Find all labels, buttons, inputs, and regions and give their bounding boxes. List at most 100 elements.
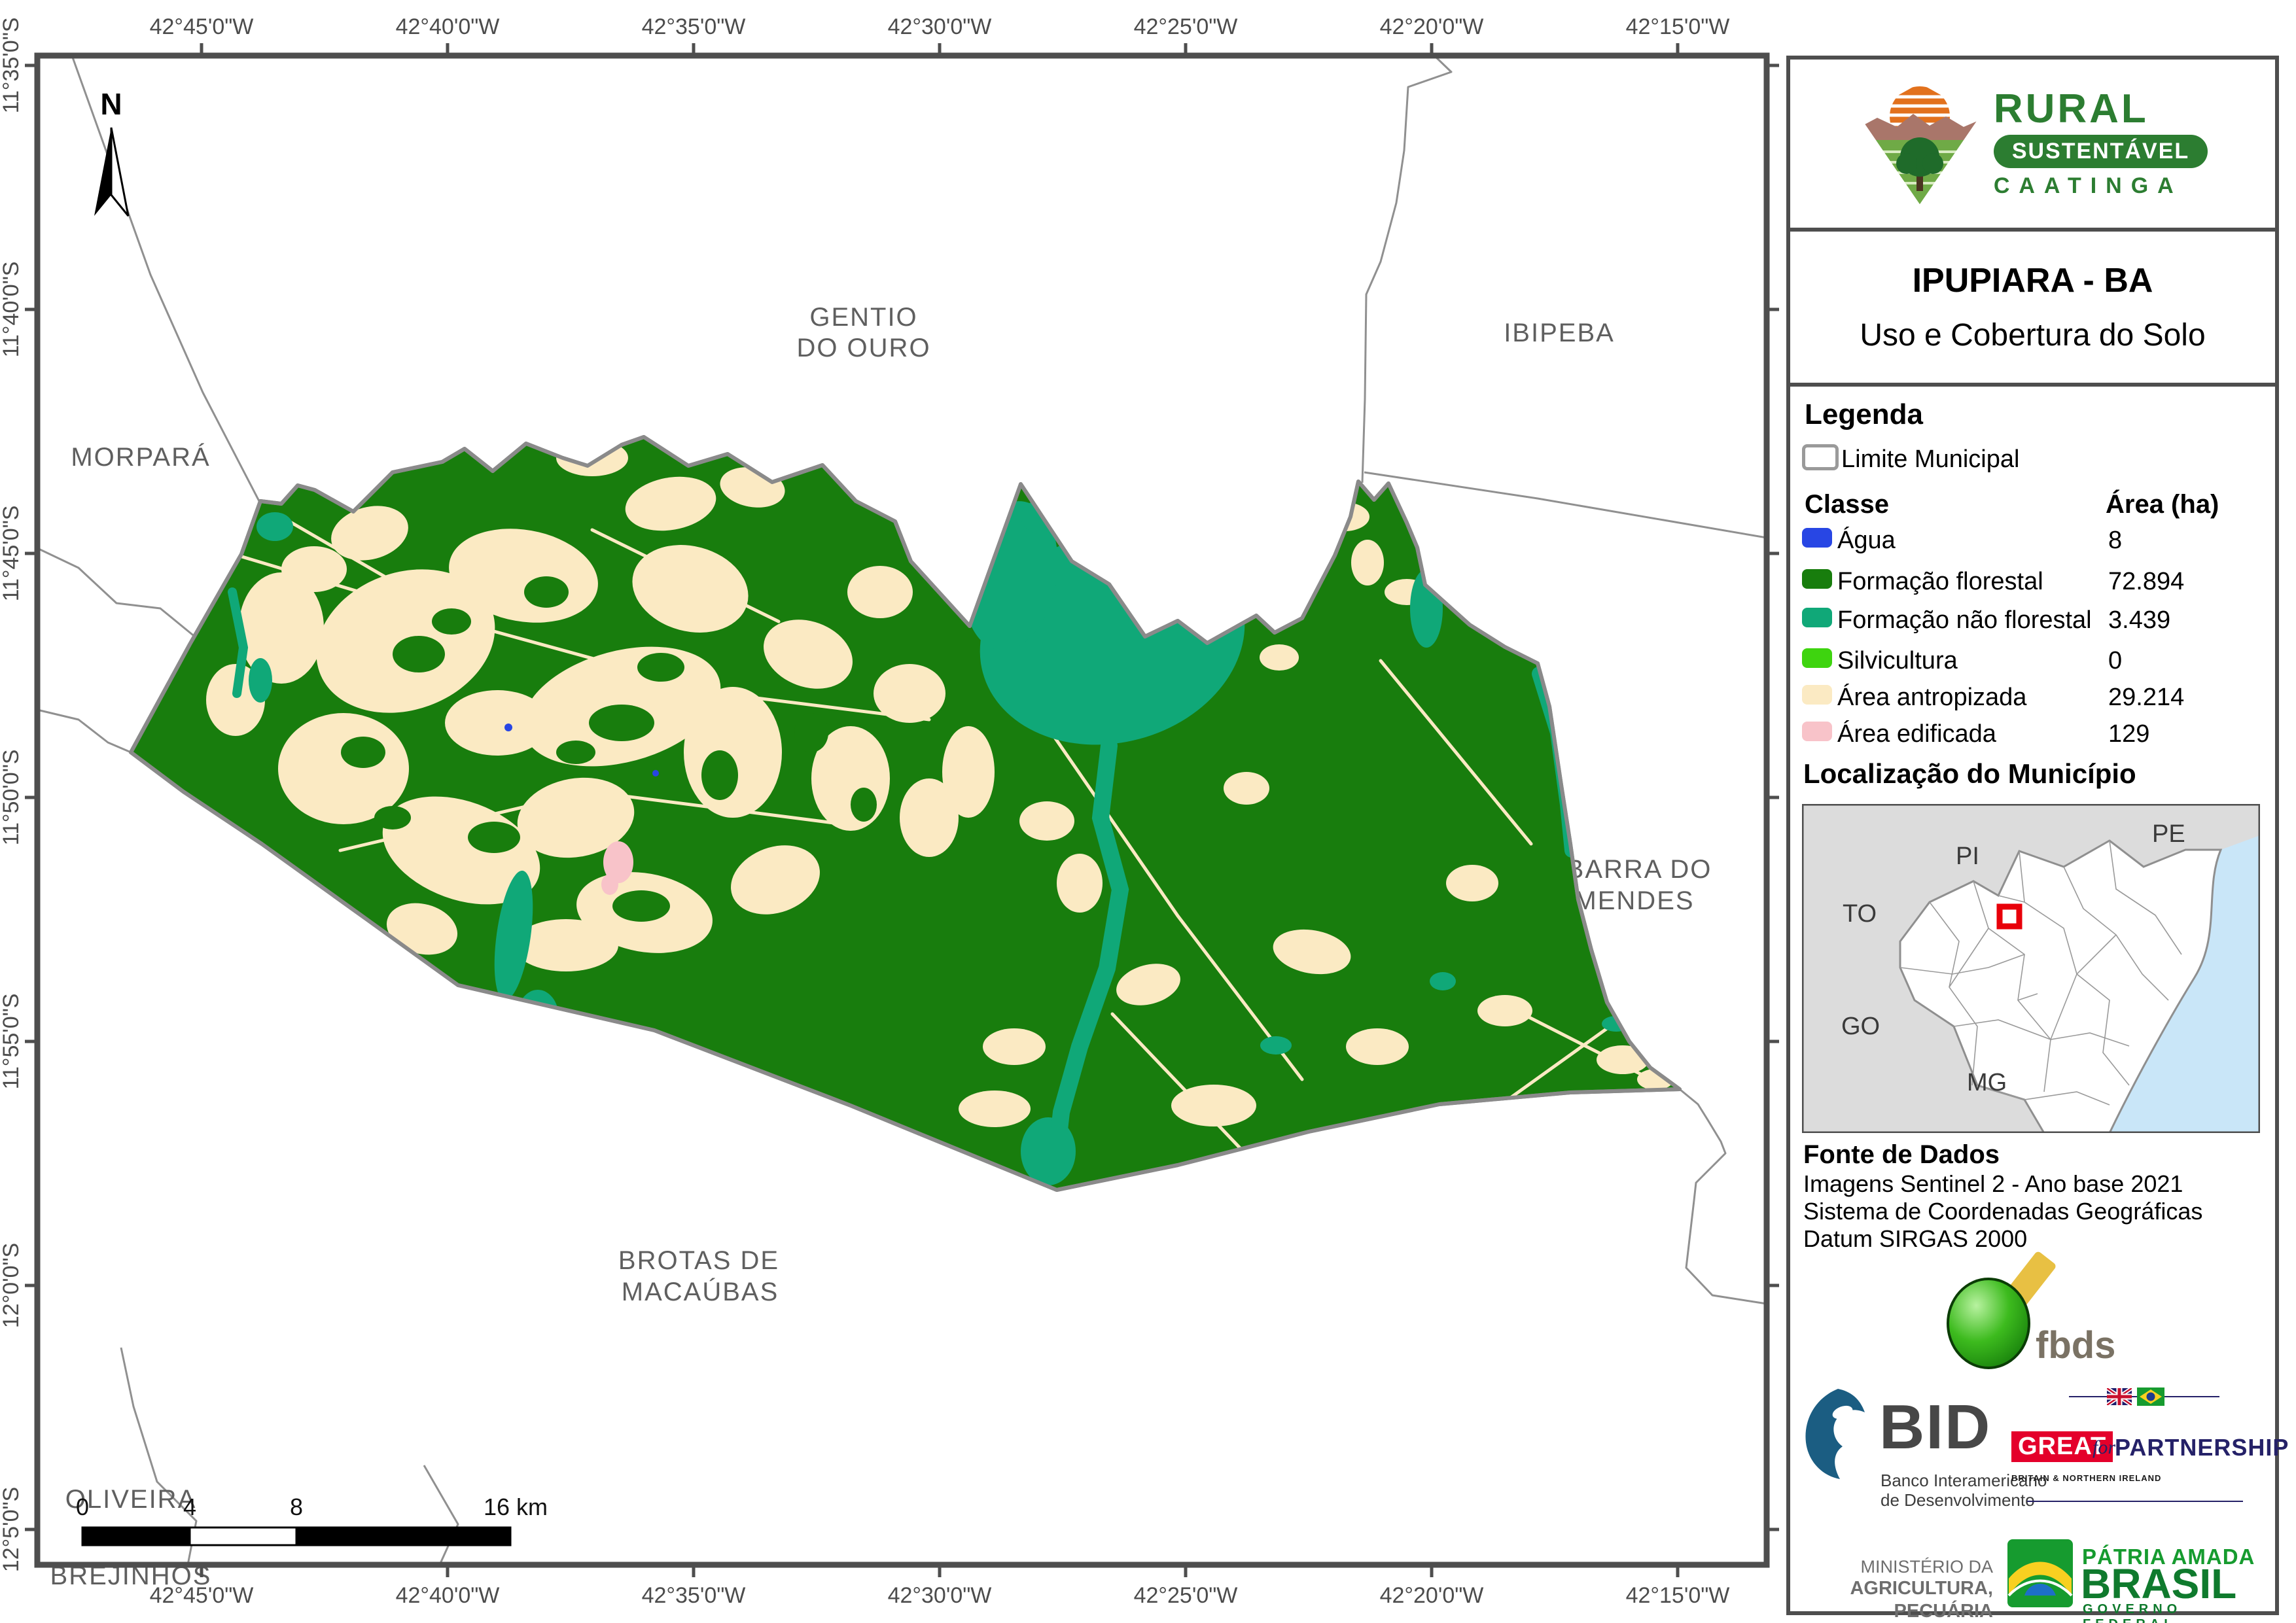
legend-swatch-silvicultura — [1802, 648, 1832, 668]
legend-area-silvicultura: 0 — [2108, 647, 2123, 674]
legend-swatch-edificada — [1802, 722, 1832, 741]
label-oliveira-1: OLIVEIRA — [65, 1485, 197, 1514]
municipality-ipupiara — [129, 435, 1682, 1192]
sidebar: RURAL SUSTENTÁVEL CAATINGA IPUPIARA - BA… — [1786, 56, 2288, 1623]
neighbor-labels: MORPARÁ GENTIO DO OURO IBIPEBA BARRA DO … — [50, 303, 1712, 1590]
lat-label: 11°55'0"S — [0, 994, 24, 1090]
map-canvas: MORPARÁ GENTIO DO OURO IBIPEBA BARRA DO … — [0, 14, 1779, 1608]
legend-label-antropizada: Área antropizada — [1837, 684, 2027, 711]
lat-label: 11°35'0"S — [0, 18, 24, 114]
ministerio-line-2: AGRICULTURA, PECUÁRIA — [1850, 1578, 1993, 1622]
title-box: IPUPIARA - BA Uso e Cobertura do Solo — [1786, 228, 2279, 387]
lon-axis-bottom: 42°45'0"W 42°40'0"W 42°35'0"W 42°30'0"W … — [150, 1565, 1730, 1608]
label-brotas-2: MACAÚBAS — [622, 1277, 779, 1306]
program-sustentavel: SUSTENTÁVEL — [1993, 134, 2208, 168]
legend-area-florestal: 72.894 — [2108, 568, 2185, 595]
fonte-line-1: Imagens Sentinel 2 - Ano base 2021 — [1803, 1170, 2183, 1197]
legend-heading: Legenda — [1805, 398, 1923, 430]
inset-ipupiara-marker — [1996, 903, 2022, 930]
legend-swatch-agua — [1802, 528, 1832, 548]
brazil-flag-icon — [2137, 1387, 2164, 1406]
great-partnership-logo: GREAT for PARTNERSHIP BRITAIN & NORTHERN… — [2006, 1387, 2288, 1509]
legend-col-area: Área (ha) — [2106, 490, 2219, 519]
legend-swatch-florestal — [1802, 569, 1832, 589]
lon-label: 42°30'0"W — [888, 14, 992, 39]
program-wordmark: RURAL SUSTENTÁVEL CAATINGA — [1993, 86, 2208, 199]
legend-label-nao-florestal: Formação não florestal — [1837, 606, 2092, 634]
inset-municipal-lines — [1899, 840, 2182, 1106]
legend-area-antropizada: 29.214 — [2108, 684, 2185, 711]
scale-8: 8 — [290, 1493, 303, 1520]
scale-bar: 0 4 8 16 km — [76, 1493, 548, 1546]
legend-col-classe: Classe — [1805, 490, 1889, 519]
label-gentio-2: DO OURO — [796, 334, 930, 362]
program-rural: RURAL — [1993, 86, 2149, 131]
location-heading: Localização do Município — [1803, 758, 2136, 789]
bid-acronym: BID — [1879, 1392, 1992, 1462]
bid-line-2: de Desenvolvimento — [1881, 1490, 2035, 1510]
ministerio-line-1: MINISTÉRIO DA — [1860, 1557, 1993, 1577]
lon-label: 42°15'0"W — [1626, 1583, 1730, 1608]
inset-state-pi: PI — [1956, 843, 1979, 870]
scale-0: 0 — [76, 1493, 89, 1520]
inset-state-mg: MG — [1967, 1069, 2007, 1096]
great-text: GREAT — [2011, 1431, 2113, 1462]
fbds-logo: fbds — [1947, 1251, 2115, 1369]
legend-area-nao-florestal: 3.439 — [2108, 606, 2171, 634]
lon-label: 42°20'0"W — [1380, 14, 1484, 39]
lon-axis-top: 42°45'0"W 42°40'0"W 42°35'0"W 42°30'0"W … — [150, 14, 1729, 56]
legend-label-limite: Limite Municipal — [1841, 445, 2020, 473]
inset-state-pe: PE — [2152, 820, 2185, 848]
legend-label-florestal: Formação florestal — [1837, 568, 2043, 595]
great-for-text: for — [2093, 1437, 2116, 1458]
brasil-text: BRASIL — [2081, 1560, 2237, 1607]
bid-line-1: Banco Interamericano — [1881, 1471, 2047, 1490]
label-brotas-1: BROTAS DE — [618, 1246, 779, 1275]
content-box: Legenda Limite Municipal Classe Área (ha… — [1786, 383, 2288, 1623]
label-barra-2: MENDES — [1574, 886, 1694, 915]
north-arrow: N — [94, 87, 130, 217]
map-frame: 42°45'0"W 42°40'0"W 42°35'0"W 42°30'0"W … — [0, 14, 1779, 1608]
lat-label: 12°5'0"S — [0, 1487, 24, 1572]
inset-state-go: GO — [1841, 1013, 1880, 1040]
lon-label: 42°40'0"W — [396, 14, 500, 39]
legend-swatch-nao-florestal — [1802, 608, 1832, 627]
lon-label: 42°45'0"W — [150, 14, 254, 39]
lat-label: 11°50'0"S — [0, 750, 24, 846]
lat-label: 11°45'0"S — [0, 506, 24, 602]
fonte-line-2: Sistema de Coordenadas Geográficas — [1803, 1198, 2203, 1225]
legend-swatch-limite — [1802, 444, 1839, 470]
north-label: N — [100, 87, 122, 121]
fbds-globe-icon — [1947, 1278, 2030, 1369]
brasil-gov-logo-icon — [2007, 1539, 2073, 1607]
lon-label: 42°20'0"W — [1380, 1583, 1484, 1608]
label-ibipeba: IBIPEBA — [1504, 319, 1615, 347]
label-gentio-1: GENTIO — [809, 303, 917, 332]
fonte-heading: Fonte de Dados — [1803, 1140, 2000, 1169]
label-barra-1: BARRA DO — [1566, 855, 1712, 884]
page-title: IPUPIARA - BA — [1912, 262, 2153, 300]
location-inset-map: PI PE TO GO MG — [1802, 804, 2260, 1133]
legend-area-edificada: 129 — [2108, 720, 2150, 748]
lat-label: 12°0'0"S — [0, 1243, 24, 1328]
legend-area-agua: 8 — [2108, 527, 2123, 554]
lon-label: 42°30'0"W — [888, 1583, 992, 1608]
program-caatinga: CAATINGA — [1993, 173, 2183, 198]
lat-label: 11°40'0"S — [0, 262, 24, 358]
scale-4: 4 — [183, 1493, 196, 1520]
ministerio-block: MINISTÉRIO DA AGRICULTURA, PECUÁRIA E AB… — [1816, 1556, 1993, 1623]
legend-label-silvicultura: Silvicultura — [1837, 647, 1958, 674]
legend-label-agua: Água — [1837, 527, 1896, 554]
fbds-text: fbds — [2036, 1324, 2115, 1367]
lon-label: 42°35'0"W — [642, 14, 746, 39]
caatinga-emblem-icon — [1858, 81, 1982, 207]
bid-logo-icon — [1805, 1389, 1865, 1479]
lon-label: 42°25'0"W — [1134, 14, 1238, 39]
patria-amada-text: PÁTRIA AMADA — [2082, 1544, 2255, 1569]
lat-axis: 11°35'0"S 11°40'0"S 11°45'0"S 11°50'0"S … — [0, 18, 1779, 1572]
page-subtitle: Uso e Cobertura do Solo — [1860, 318, 2206, 353]
governo-federal-text: GOVERNO FEDERAL — [2083, 1602, 2182, 1623]
inset-state-to: TO — [1843, 900, 1877, 928]
fonte-line-3: Datum SIRGAS 2000 — [1803, 1225, 2028, 1252]
